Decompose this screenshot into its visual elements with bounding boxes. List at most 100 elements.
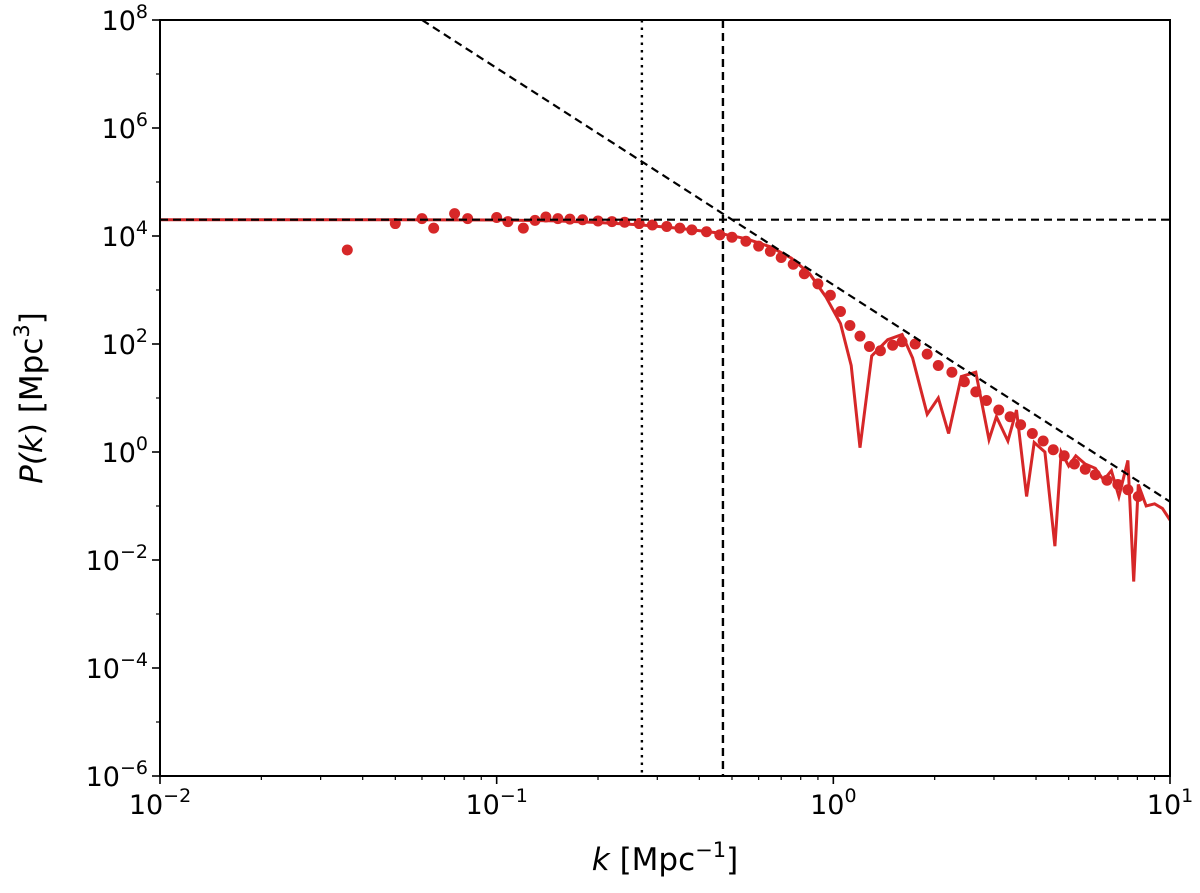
- x-tick-label: 100: [810, 785, 856, 821]
- data-point: [775, 251, 787, 263]
- y-tick-base: 10: [86, 762, 120, 793]
- y-tick-exp: −4: [120, 649, 148, 671]
- data-point: [726, 231, 738, 243]
- y-tick-exp: 4: [136, 217, 148, 239]
- data-point: [834, 305, 846, 317]
- data-point: [896, 336, 908, 348]
- data-point: [517, 222, 529, 234]
- y-tick-exp: −6: [120, 757, 148, 779]
- data-point: [529, 214, 541, 226]
- y-tick-label: 102: [102, 325, 148, 361]
- x-axis-unit: [Mpc: [610, 842, 695, 878]
- y-tick-exp: 8: [136, 1, 148, 23]
- data-point: [1068, 458, 1080, 470]
- data-point: [980, 394, 992, 406]
- data-point: [389, 218, 401, 230]
- data-point: [1122, 484, 1134, 496]
- x-tick-label: 10−2: [129, 785, 191, 821]
- y-tick-label: 106: [102, 109, 148, 145]
- y-tick-exp: 0: [136, 433, 148, 455]
- data-point: [798, 268, 810, 280]
- y-axis-var-close: ): [14, 423, 50, 435]
- data-point: [491, 212, 503, 224]
- y-tick-base: 10: [102, 438, 136, 469]
- y-axis-unit: [Mpc: [14, 338, 50, 423]
- y-axis-unit-exp: 3: [10, 324, 34, 337]
- data-point: [1101, 474, 1113, 486]
- x-tick-label: 101: [1147, 785, 1193, 821]
- y-axis-unit-close: ]: [14, 312, 50, 324]
- y-axis-var-open: P(: [14, 451, 50, 484]
- data-point: [619, 216, 631, 228]
- y-tick-base: 10: [102, 6, 136, 37]
- reference-dashed-line: [421, 20, 1170, 503]
- x-tick-exp: 1: [1181, 785, 1193, 807]
- x-axis-unit-exp: −1: [695, 838, 726, 862]
- x-tick-base: 10: [810, 790, 844, 821]
- data-point: [909, 338, 921, 350]
- data-point: [341, 244, 353, 256]
- x-axis-label: k [Mpc−1]: [592, 838, 738, 878]
- data-point: [428, 222, 440, 234]
- data-point: [1132, 490, 1144, 502]
- data-point: [606, 216, 618, 228]
- x-axis-var: k: [592, 842, 611, 878]
- y-tick-exp: −2: [120, 541, 148, 563]
- x-tick-exp: −2: [163, 785, 191, 807]
- data-point: [844, 320, 856, 332]
- data-point: [854, 330, 866, 342]
- data-point: [540, 211, 552, 223]
- data-point: [1047, 444, 1059, 456]
- data-point: [874, 345, 886, 357]
- data-point: [740, 235, 752, 247]
- data-point: [764, 245, 776, 257]
- y-axis-var-k: k: [14, 434, 50, 453]
- data-point: [812, 278, 824, 290]
- data-point: [824, 289, 836, 301]
- data-point: [863, 340, 875, 352]
- plot-frame: [159, 19, 1171, 777]
- y-tick-base: 10: [102, 114, 136, 145]
- y-tick-label: 100: [102, 433, 148, 469]
- data-point: [674, 222, 686, 234]
- data-point: [700, 226, 712, 238]
- x-tick-exp: −1: [500, 785, 528, 807]
- data-point: [502, 216, 514, 228]
- data-point: [887, 339, 899, 351]
- series-line: [160, 218, 1170, 582]
- data-point: [661, 220, 673, 232]
- x-tick-base: 10: [129, 790, 163, 821]
- data-point: [1004, 411, 1016, 423]
- data-point: [592, 215, 604, 227]
- y-tick-label: 104: [102, 217, 148, 253]
- data-point: [753, 240, 765, 252]
- y-tick-base: 10: [102, 330, 136, 361]
- data-point: [633, 218, 645, 230]
- data-point: [1112, 479, 1124, 491]
- x-tick-exp: 0: [844, 785, 856, 807]
- y-tick-label: 10−2: [86, 541, 148, 577]
- y-tick-base: 10: [86, 654, 120, 685]
- y-tick-label: 10−4: [86, 649, 148, 685]
- data-point: [958, 376, 970, 388]
- x-axis-unit-close: ]: [726, 842, 738, 878]
- data-point: [932, 359, 944, 371]
- y-tick-base: 10: [86, 546, 120, 577]
- y-tick-label: 108: [102, 1, 148, 37]
- plot-area: [160, 20, 1170, 776]
- x-tick-label: 10−1: [465, 785, 527, 821]
- data-point: [449, 208, 461, 220]
- data-point: [1037, 435, 1049, 447]
- y-tick-exp: 2: [136, 325, 148, 347]
- data-point: [1089, 469, 1101, 481]
- y-tick-base: 10: [102, 222, 136, 253]
- y-tick-exp: 6: [136, 109, 148, 131]
- major-ticks: [152, 19, 1171, 784]
- data-point: [1015, 419, 1027, 431]
- x-tick-labels: 10−2 10−1 100 101: [129, 785, 1193, 821]
- data-point: [921, 348, 933, 360]
- data-point: [646, 219, 658, 231]
